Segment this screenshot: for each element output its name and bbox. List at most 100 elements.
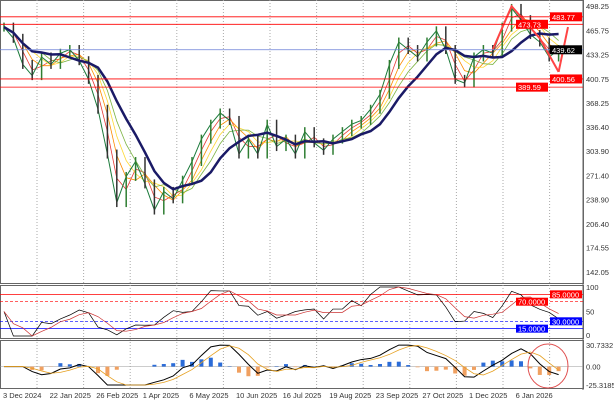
y-tick-label: 0.00 xyxy=(586,363,601,372)
macd-histogram-bar xyxy=(378,364,382,367)
macd-histogram-bar xyxy=(453,366,458,374)
y-tick-label: 0 xyxy=(586,331,590,340)
y-tick-label: 400.75 xyxy=(586,75,609,84)
macd-histogram-bar xyxy=(368,365,373,367)
x-tick-label: 6 Jan 2026 xyxy=(516,391,553,400)
ribbon-line xyxy=(3,25,559,194)
price-level-badge xyxy=(550,74,582,84)
rsi-line xyxy=(3,286,559,337)
y-tick-label: 336.40 xyxy=(586,123,609,132)
y-tick-label: 465.75 xyxy=(586,26,609,35)
y-tick-label: 206.40 xyxy=(586,220,609,229)
price-level-label: 483.77 xyxy=(552,13,575,22)
macd-histogram-bar xyxy=(349,363,354,367)
macd-histogram-bar xyxy=(556,366,561,372)
macd-histogram-bar xyxy=(77,363,82,367)
macd-histogram-bar xyxy=(547,366,552,376)
macd-histogram-bar xyxy=(114,366,119,370)
macd-histogram-bar xyxy=(171,363,176,367)
macd-histogram-bar xyxy=(387,361,392,367)
y-tick-label: 303.90 xyxy=(586,147,609,156)
macd-histogram-bar xyxy=(284,364,288,367)
rsi-level-badge xyxy=(516,324,548,333)
price-level-badge xyxy=(550,45,582,55)
macd-histogram-bar xyxy=(462,366,467,376)
macd-histogram-bar xyxy=(500,361,505,367)
price-level-label: 389.59 xyxy=(518,83,541,92)
macd-histogram-bar xyxy=(96,366,100,374)
macd-histogram-bar xyxy=(396,361,401,367)
highlight-circle xyxy=(527,343,569,389)
macd-histogram-bar xyxy=(180,359,185,367)
x-tick-label: 19 Aug 2025 xyxy=(329,391,371,400)
macd-histogram-bar xyxy=(39,366,44,371)
macd-histogram-bar xyxy=(509,360,514,367)
macd-histogram-bar xyxy=(152,364,157,367)
rsi-level-badge xyxy=(550,290,582,299)
macd-histogram-bar xyxy=(237,366,241,373)
macd-histogram-bar xyxy=(406,365,411,367)
y-tick-label: 368.25 xyxy=(586,99,609,108)
x-tick-label: 27 Oct 2025 xyxy=(422,391,463,400)
y-tick-label: 238.90 xyxy=(586,196,609,205)
y-tick-label: 498.25 xyxy=(586,2,609,11)
x-tick-label: 22 Jan 2025 xyxy=(50,391,91,400)
rsi-level-badge xyxy=(550,317,582,326)
x-tick-label: 16 Jul 2025 xyxy=(283,391,322,400)
macd-histogram-bar xyxy=(58,363,63,367)
price-level-label: 400.56 xyxy=(552,75,575,84)
y-tick-label: 433.25 xyxy=(586,51,609,60)
y-tick-label: -25.3185 xyxy=(586,381,614,390)
macd-histogram-bar xyxy=(246,366,251,377)
macd-histogram-bar xyxy=(415,366,420,368)
macd-histogram-bar xyxy=(443,366,448,370)
y-tick-label: 271.40 xyxy=(586,171,609,180)
macd-histogram-bar xyxy=(528,366,533,369)
macd-histogram-bar xyxy=(208,357,213,367)
price-level-label: 439.62 xyxy=(552,46,575,55)
rsi-level-badge xyxy=(516,297,548,306)
macd-histogram-bar xyxy=(255,366,260,376)
y-tick-label: 174.55 xyxy=(586,244,609,253)
price-level-label: 473.73 xyxy=(518,20,541,29)
x-tick-label: 6 May 2025 xyxy=(189,391,228,400)
rsi-level-label: 85.0000 xyxy=(552,290,579,299)
macd-histogram-bar xyxy=(265,366,270,368)
y-tick-label: 142.05 xyxy=(586,268,609,277)
rsi-level-label: 30.0000 xyxy=(552,317,579,326)
y-tick-label: 50 xyxy=(586,308,594,317)
macd-histogram-bar xyxy=(218,362,223,367)
x-tick-label: 1 Apr 2025 xyxy=(143,391,179,400)
macd-histogram-bar xyxy=(67,364,72,367)
rsi-level-label: 70.0000 xyxy=(518,298,545,307)
macd-histogram-bar xyxy=(105,366,110,376)
y-tick-label: 100 xyxy=(586,283,599,292)
x-tick-label: 1 Dec 2025 xyxy=(469,391,507,400)
macd-histogram-bar xyxy=(490,360,495,367)
y-tick-label: 30.7332 xyxy=(586,341,613,350)
macd-histogram-bar xyxy=(434,366,439,371)
x-tick-label: 10 Jun 2025 xyxy=(236,391,277,400)
moving-average-line xyxy=(3,26,559,191)
macd-line xyxy=(4,344,559,386)
macd-histogram-bar xyxy=(359,363,364,367)
ribbon-line xyxy=(3,21,559,197)
macd-signal-line xyxy=(4,345,559,386)
macd-histogram-bar xyxy=(293,366,298,368)
x-tick-label: 3 Dec 2024 xyxy=(3,391,41,400)
macd-histogram-bar xyxy=(537,366,542,375)
rsi-level-label: 15.0000 xyxy=(518,325,545,334)
macd-histogram-bar xyxy=(425,366,429,372)
macd-histogram-bar xyxy=(519,361,523,367)
x-tick-label: 23 Sep 2025 xyxy=(376,391,419,400)
price-level-badge xyxy=(516,82,548,92)
price-level-badge xyxy=(516,19,548,29)
macd-histogram-bar xyxy=(161,364,166,367)
macd-histogram-bar xyxy=(481,362,486,367)
macd-histogram-bar xyxy=(472,366,476,370)
rsi-signal-line xyxy=(3,286,559,337)
price-level-badge xyxy=(550,12,582,22)
x-tick-label: 26 Feb 2025 xyxy=(96,391,138,400)
